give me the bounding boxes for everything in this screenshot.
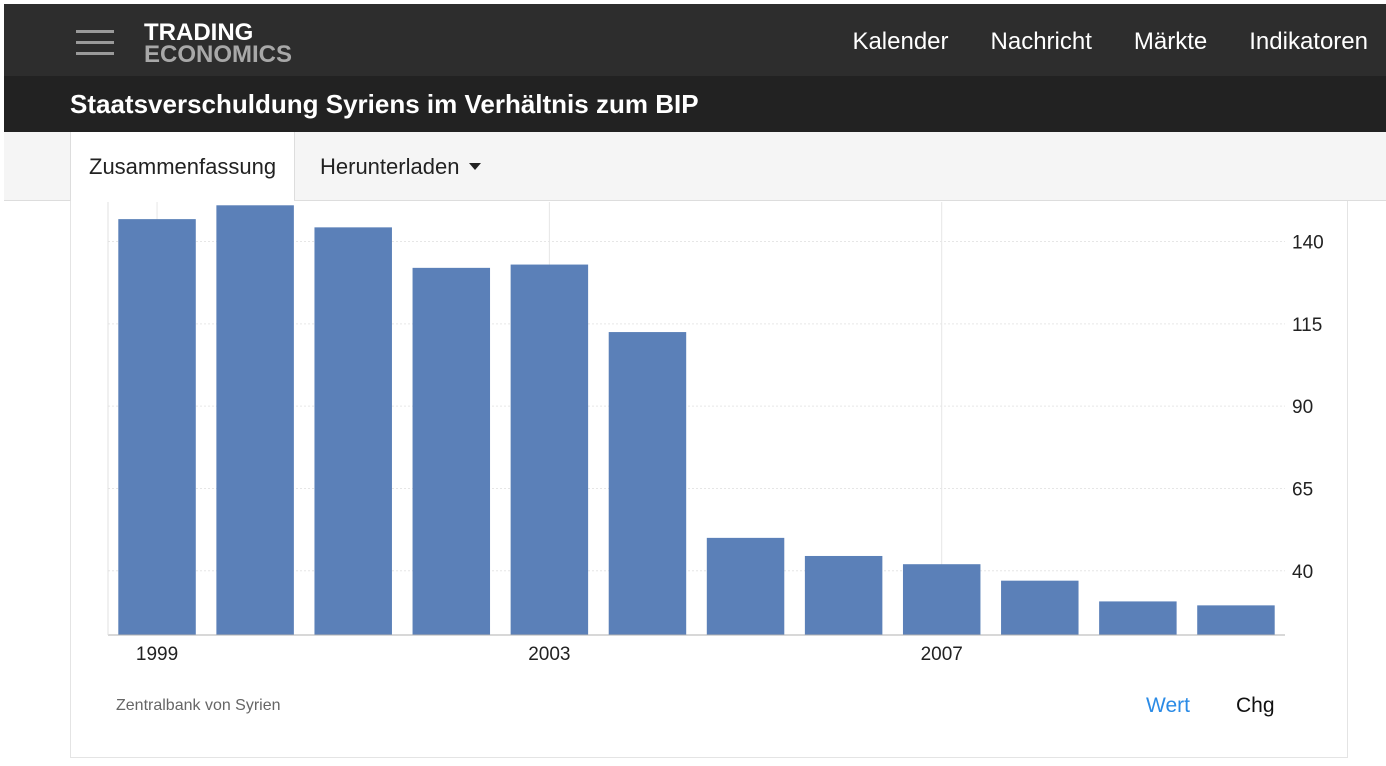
y-tick-label: 115 [1292, 315, 1322, 336]
bar-2001 [314, 227, 392, 635]
logo-line-2: ECONOMICS [144, 41, 293, 68]
bar-2002 [412, 267, 491, 635]
bar-2007 [902, 564, 981, 635]
y-tick-label: 65 [1292, 479, 1313, 500]
y-tick-label: 40 [1292, 562, 1313, 583]
logo-line-1: TRADING [144, 19, 254, 46]
nav-link-kalender[interactable]: Kalender [852, 28, 949, 55]
x-tick-label: 2007 [921, 644, 963, 665]
y-tick-label: 140 [1292, 233, 1324, 254]
bar-2006 [804, 555, 883, 635]
tab-bar: Zusammenfassung Herunterladen [4, 132, 1386, 201]
bar-2003 [510, 264, 589, 635]
title-bar: Staatsverschuldung Syriens im Verhältnis… [4, 76, 1386, 132]
page-title: Staatsverschuldung Syriens im Verhältnis… [70, 89, 699, 119]
tab-download-dropdown[interactable]: Herunterladen [320, 132, 482, 200]
x-tick-label: 2003 [528, 644, 570, 665]
tab-download-label: Herunterladen [320, 154, 460, 179]
tab-summary[interactable]: Zusammenfassung [70, 132, 296, 201]
nav-link-maerkte[interactable]: Märkte [1133, 28, 1208, 55]
bar-1999 [118, 219, 196, 635]
caret-down-icon [469, 162, 482, 170]
change-toggle-link[interactable]: Chg [1236, 694, 1275, 717]
bar-chart: 40 65 90 115 140 1999 2003 2007 [107, 202, 1324, 665]
top-navbar: TRADING ECONOMICS Kalender Nachricht Mär… [4, 4, 1386, 76]
hamburger-menu-icon[interactable] [76, 30, 114, 56]
bar-2000 [216, 205, 294, 635]
main-nav: Kalender Nachricht Märkte Indikatoren [852, 28, 1368, 56]
source-label: Zentralbank von Syrien [116, 697, 281, 714]
y-tick-label: 90 [1292, 397, 1313, 418]
bar-2010 [1197, 605, 1275, 635]
nav-link-nachricht[interactable]: Nachricht [990, 28, 1092, 55]
bar-2009 [1099, 601, 1177, 635]
bar-2008 [1001, 580, 1079, 635]
bar-2005 [706, 537, 785, 635]
trading-economics-logo[interactable]: TRADING ECONOMICS [144, 19, 293, 68]
nav-link-indikatoren[interactable]: Indikatoren [1249, 28, 1368, 55]
value-toggle-link[interactable]: Wert [1146, 694, 1190, 717]
bar-2004 [608, 332, 687, 635]
x-tick-label: 1999 [136, 644, 178, 665]
